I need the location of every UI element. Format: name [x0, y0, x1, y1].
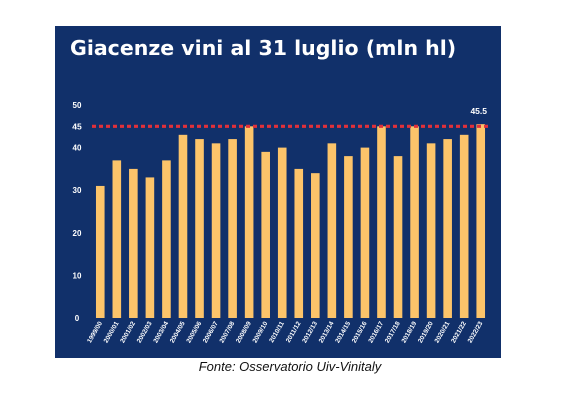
- x-tick-label: 2005/06: [185, 320, 203, 344]
- reference-line-label: 45: [72, 121, 82, 131]
- y-tick-label: 30: [73, 186, 82, 195]
- x-tick-label: 2008/09: [235, 320, 253, 344]
- bar: [129, 168, 138, 318]
- x-tick-label: 2004/05: [169, 320, 187, 344]
- bar: [294, 168, 304, 318]
- bar: [95, 185, 105, 318]
- bar: [360, 147, 370, 318]
- chart-panel: Giacenze vini al 31 luglio (mln hl) 0 10 2…: [55, 26, 501, 358]
- x-tick-label: 2020/21: [434, 320, 452, 344]
- x-tick-label: 2022/23: [467, 320, 485, 344]
- bar: [443, 139, 452, 318]
- bar: [311, 173, 320, 318]
- x-tick-label: 2017/18: [384, 320, 402, 344]
- bar: [327, 143, 337, 318]
- x-tick-label: 2002/03: [136, 320, 154, 344]
- x-tick-label: 2009/10: [252, 320, 270, 344]
- x-tick-label: 2019/20: [417, 320, 435, 344]
- y-tick-label: 10: [73, 271, 82, 280]
- x-tick-label: 2016/17: [367, 320, 385, 344]
- bar: [344, 156, 353, 318]
- y-tick-label: 40: [73, 144, 82, 153]
- x-tick-label: 1999/00: [86, 320, 104, 344]
- data-value-label: 45.5: [470, 106, 487, 116]
- bar: [112, 160, 122, 318]
- x-tick-label: 2021/22: [450, 320, 468, 344]
- bar: [426, 143, 436, 318]
- x-tick-label: 2018/19: [400, 320, 418, 344]
- x-tick-label: 2011/12: [285, 320, 303, 344]
- bar: [459, 134, 469, 318]
- x-tick-label: 2007/08: [219, 320, 237, 344]
- x-tick-label: 2000/01: [103, 320, 121, 344]
- bar: [195, 139, 204, 318]
- x-tick-label: 2015/16: [351, 320, 369, 344]
- y-tick-label: 50: [73, 101, 82, 110]
- y-tick-label: 0: [75, 314, 80, 323]
- source-caption: Fonte: Osservatorio Uiv-Vinitaly: [198, 359, 382, 374]
- bar: [145, 177, 155, 318]
- bar: [244, 126, 254, 318]
- bar: [410, 126, 419, 318]
- x-tick-label: 2014/15: [334, 320, 352, 344]
- x-tick-label: 2013/14: [318, 320, 336, 344]
- x-tick-label: 2006/07: [202, 320, 220, 344]
- chart-title: Giacenze vini al 31 luglio (mln hl): [70, 36, 457, 60]
- bar: [178, 134, 188, 318]
- bar: [277, 147, 287, 318]
- x-tick-label: 2010/11: [268, 320, 286, 344]
- x-tick-label: 2001/02: [119, 320, 137, 344]
- x-tick-label: 2003/04: [152, 320, 170, 344]
- bar: [377, 126, 386, 318]
- bar: [261, 151, 270, 318]
- y-tick-label: 20: [73, 229, 82, 238]
- x-tick-label: 2012/13: [301, 320, 319, 344]
- bar: [228, 139, 237, 318]
- bar: [393, 156, 403, 318]
- bar: [476, 124, 486, 318]
- bar-chart: 010203040501999/002000/012001/022002/032…: [72, 101, 489, 344]
- bar: [162, 160, 171, 318]
- bar: [211, 143, 221, 318]
